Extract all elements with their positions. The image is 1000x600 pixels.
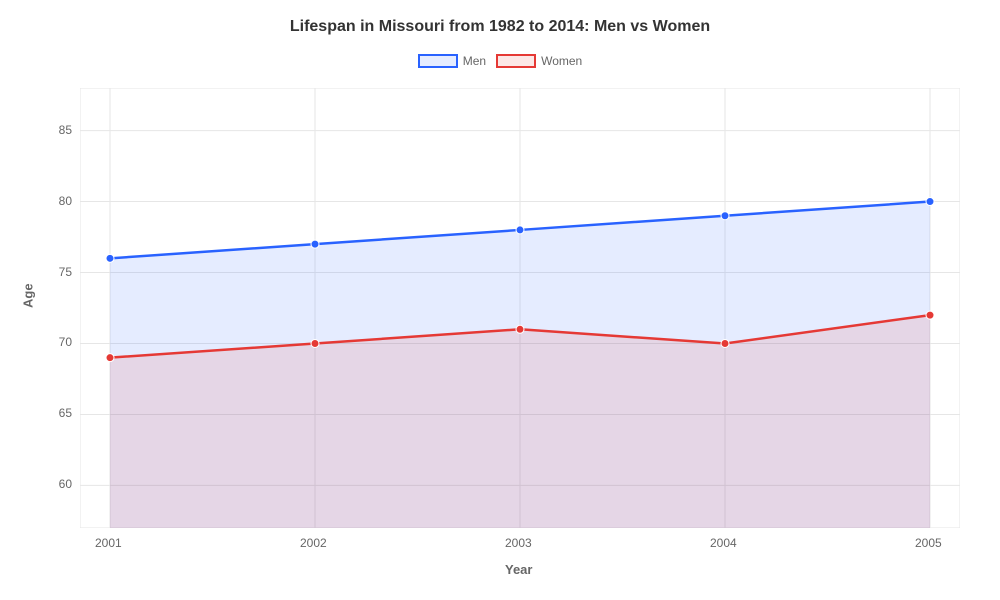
legend-label-men: Men: [463, 54, 486, 68]
chart-title: Lifespan in Missouri from 1982 to 2014: …: [0, 0, 1000, 36]
legend-label-women: Women: [541, 54, 582, 68]
chart-container: Lifespan in Missouri from 1982 to 2014: …: [0, 0, 1000, 600]
legend-item-women[interactable]: Women: [496, 54, 582, 68]
x-tick-label: 2002: [300, 536, 327, 550]
y-tick-label: 80: [59, 194, 72, 208]
legend-swatch-women: [496, 54, 536, 68]
y-tick-label: 65: [59, 406, 72, 420]
y-tick-label: 75: [59, 265, 72, 279]
legend-swatch-men: [418, 54, 458, 68]
legend: Men Women: [0, 54, 1000, 68]
y-axis-label: Age: [21, 283, 36, 308]
x-tick-label: 2004: [710, 536, 737, 550]
y-tick-label: 85: [59, 123, 72, 137]
plot-area: [80, 88, 960, 528]
x-axis-label: Year: [505, 562, 532, 577]
y-tick-label: 60: [59, 477, 72, 491]
y-tick-label: 70: [59, 335, 72, 349]
legend-item-men[interactable]: Men: [418, 54, 486, 68]
x-tick-label: 2005: [915, 536, 942, 550]
x-tick-label: 2003: [505, 536, 532, 550]
x-tick-label: 2001: [95, 536, 122, 550]
